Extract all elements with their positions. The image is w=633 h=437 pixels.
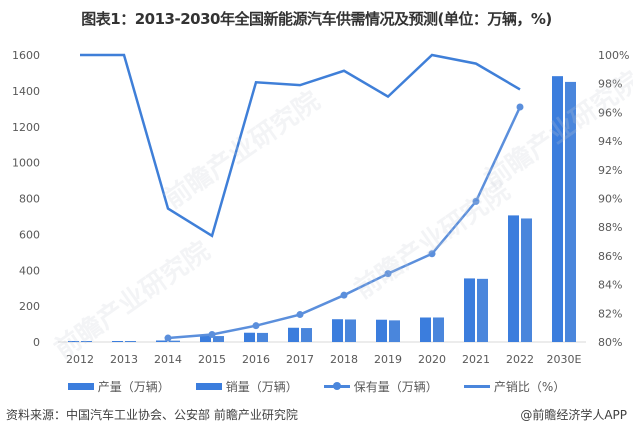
production-bar[interactable] (200, 335, 211, 342)
ownership-marker[interactable] (208, 330, 216, 338)
sales-bar[interactable] (81, 341, 92, 342)
production-bar[interactable] (68, 341, 79, 342)
legend-ownership[interactable]: 保有量（万辆） (323, 378, 438, 395)
production-bar[interactable] (332, 319, 343, 342)
right-axis-tick: 100% (598, 49, 629, 62)
sales-bar[interactable] (521, 218, 532, 342)
right-axis-tick: 90% (598, 193, 622, 206)
sales-bar[interactable] (345, 319, 356, 342)
x-axis-tick: 2015 (198, 353, 226, 366)
sales-bar[interactable] (477, 278, 488, 342)
credit-note: @前瞻经济学人APP (520, 408, 627, 422)
legend-production-label: 产量（万辆） (97, 380, 170, 394)
ownership-marker[interactable] (384, 270, 392, 278)
ownership-marker[interactable] (340, 291, 348, 299)
right-axis-tick: 84% (598, 279, 622, 292)
production-bar[interactable] (288, 327, 299, 342)
production-bar[interactable] (508, 215, 519, 342)
x-axis-tick: 2021 (462, 353, 490, 366)
left-axis-tick: 600 (19, 228, 40, 241)
right-axis-tick: 94% (598, 135, 622, 148)
left-axis-tick: 400 (19, 264, 40, 277)
sales-bar[interactable] (213, 336, 224, 342)
ownership-swatch-icon (323, 382, 350, 390)
legend-ratio-label: 产销比（%） (493, 380, 566, 394)
left-axis-tick: 1000 (12, 157, 40, 170)
ownership-marker[interactable] (296, 311, 304, 319)
ownership-marker[interactable] (472, 197, 480, 205)
right-axis-tick: 92% (598, 164, 622, 177)
production-bar[interactable] (464, 278, 475, 342)
x-axis-tick: 2017 (286, 353, 314, 366)
production-bar[interactable] (112, 341, 123, 342)
left-axis-tick: 1600 (12, 49, 40, 62)
x-axis-tick: 2016 (242, 353, 270, 366)
left-axis-tick: 1400 (12, 85, 40, 98)
legend-sales-label: 销量（万辆） (225, 380, 298, 394)
x-axis-tick: 2018 (330, 353, 358, 366)
legend-sales[interactable]: 销量（万辆） (195, 378, 298, 395)
left-axis-tick: 0 (33, 336, 40, 349)
sales-bar[interactable] (433, 317, 444, 342)
x-axis-tick: 2020 (418, 353, 446, 366)
right-axis-tick: 86% (598, 250, 622, 263)
chart-legend: 产量（万辆） 销量（万辆） 保有量（万辆） 产销比（%） (0, 378, 633, 395)
production-swatch-icon (67, 383, 94, 390)
x-axis-tick: 2030E (547, 353, 582, 366)
legend-ratio[interactable]: 产销比（%） (463, 378, 566, 395)
left-axis-tick: 1200 (12, 121, 40, 134)
sales-bar[interactable] (257, 332, 268, 342)
ownership-marker[interactable] (164, 334, 172, 342)
ownership-marker[interactable] (428, 250, 436, 258)
sales-bar[interactable] (169, 340, 180, 342)
x-axis-tick: 2022 (506, 353, 534, 366)
right-axis-tick: 88% (598, 221, 622, 234)
ownership-marker[interactable] (252, 322, 260, 330)
sales-bar[interactable] (301, 328, 312, 342)
x-axis-tick: 2013 (110, 353, 138, 366)
production-bar[interactable] (156, 340, 167, 342)
x-axis-tick: 2014 (154, 353, 182, 366)
legend-ownership-label: 保有量（万辆） (353, 380, 438, 394)
right-axis-tick: 80% (598, 336, 622, 349)
sales-swatch-icon (195, 383, 222, 390)
ownership-marker[interactable] (516, 103, 524, 111)
production-bar[interactable] (244, 332, 255, 342)
x-axis-tick: 2012 (66, 353, 94, 366)
legend-production[interactable]: 产量（万辆） (67, 378, 170, 395)
left-axis-tick: 800 (19, 193, 40, 206)
sales-bar[interactable] (565, 81, 576, 342)
production-bar[interactable] (552, 76, 563, 342)
right-axis-tick: 82% (598, 307, 622, 320)
sales-bar[interactable] (389, 320, 400, 342)
right-axis-tick: 96% (598, 106, 622, 119)
source-note: 资料来源：中国汽车工业协会、公安部 前瞻产业研究院 (6, 408, 298, 422)
x-axis-tick: 2019 (374, 353, 402, 366)
sales-bar[interactable] (125, 341, 136, 342)
chart-title: 图表1：2013-2030年全国新能源汽车供需情况及预测(单位：万辆，%) (81, 10, 552, 28)
left-axis-tick: 200 (19, 300, 40, 313)
production-bar[interactable] (376, 319, 387, 342)
ratio-swatch-icon (463, 385, 490, 388)
production-bar[interactable] (420, 317, 431, 342)
right-axis-tick: 98% (598, 78, 622, 91)
ratio-line[interactable] (80, 53, 521, 238)
